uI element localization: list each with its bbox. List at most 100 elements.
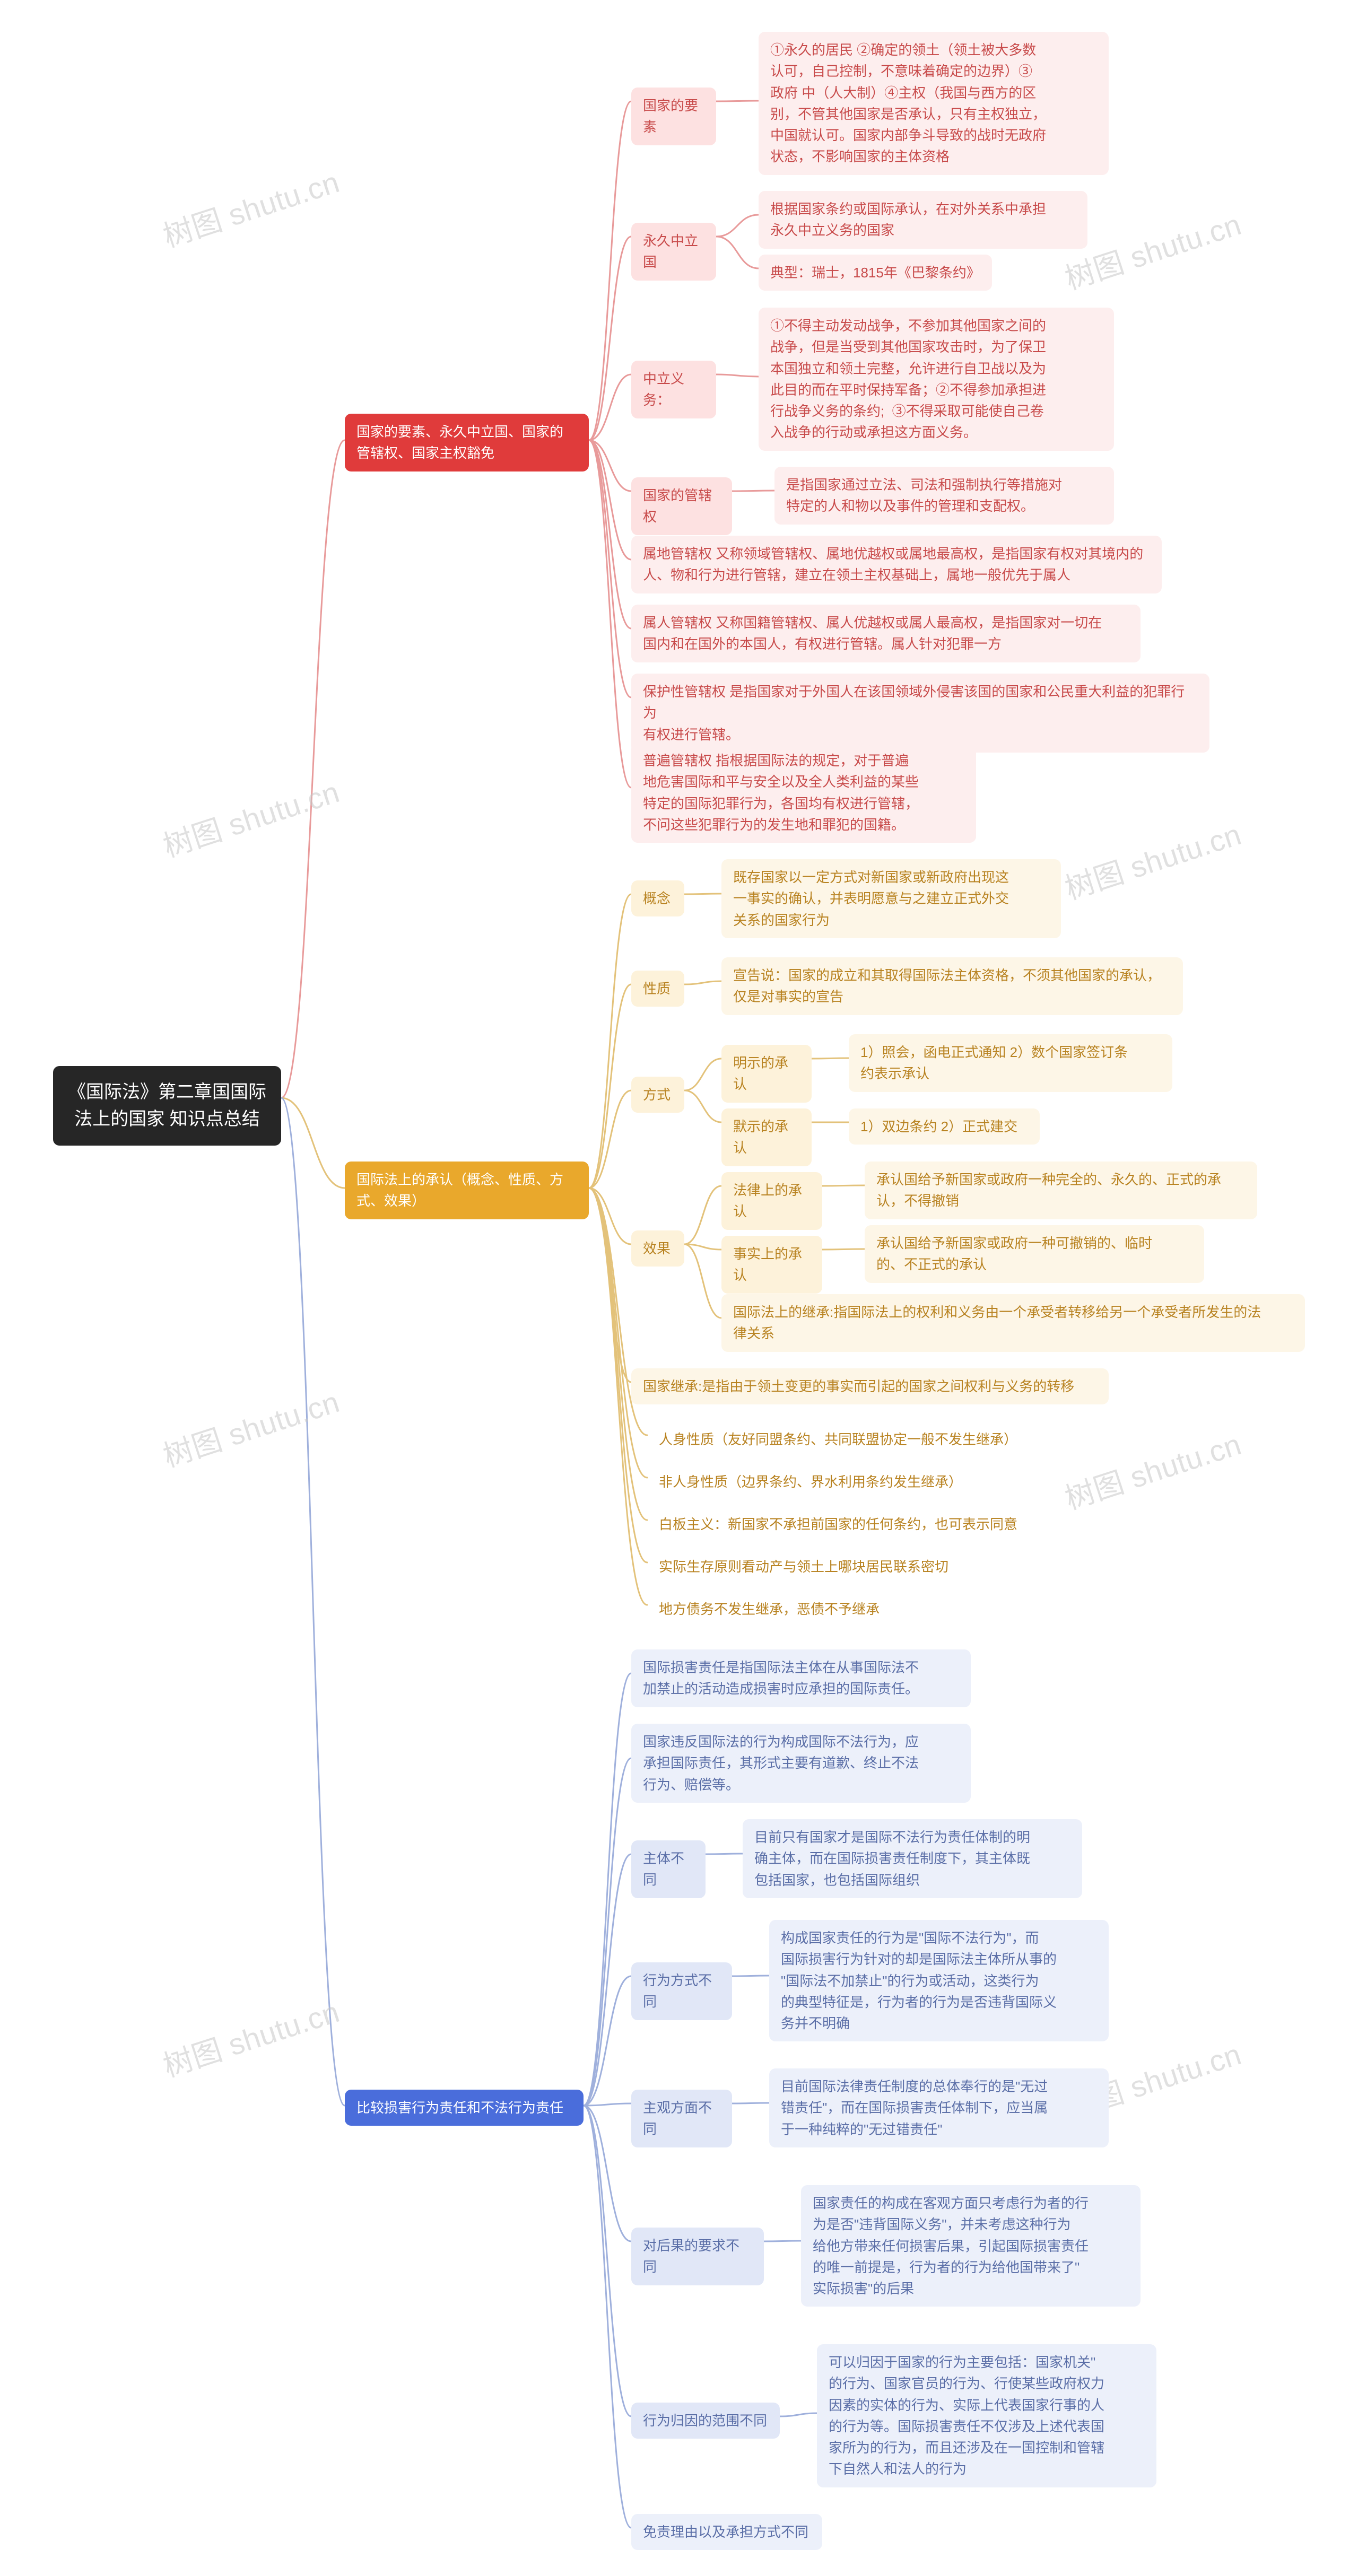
root-node[interactable]: 《国际法》第二章国国际 法上的国家 知识点总结 — [53, 1066, 281, 1146]
node-text: 非人身性质（边界条约、界水利用条约发生继承） — [659, 1474, 962, 1490]
node-B7[interactable]: 非人身性质（边界条约、界水利用条约发生继承） — [647, 1464, 987, 1500]
node-A2a[interactable]: 根据国家条约或国际承认，在对外关系中承担 永久中立义务的国家 — [759, 191, 1087, 249]
branch-text: 比较损害行为责任和不法行为责任 — [356, 2100, 563, 2116]
root-text: 《国际法》第二章国国际 法上的国家 知识点总结 — [68, 1082, 266, 1129]
node-text: 普遍管辖权 指根据国际法的规定，对于普遍 地危害国际和平与安全以及全人类利益的某… — [643, 753, 919, 833]
node-B4[interactable]: 效果 — [631, 1230, 684, 1267]
node-A4a[interactable]: 是指国家通过立法、司法和强制执行等措施对 特定的人和物以及事件的管理和支配权。 — [774, 467, 1114, 525]
node-text: 属地管辖权 又称领域管辖权、属地优越权或属地最高权，是指国家有权对其境内的 人、… — [643, 546, 1143, 583]
node-B4a1[interactable]: 承认国给予新国家或政府一种完全的、永久的、正式的承 认，不得撤销 — [865, 1162, 1257, 1219]
branch-text: 国际法上的承认（概念、性质、方 式、效果） — [356, 1172, 563, 1209]
node-B3a1[interactable]: 1）照会，函电正式通知 2）数个国家签订条 约表示承认 — [849, 1034, 1172, 1092]
node-text: ①不得主动发动战争，不参加其他国家之间的 战争，但是当受到其他国家攻击时，为了保… — [770, 318, 1046, 440]
node-B6[interactable]: ​人身性质（友好同盟条约、共同联盟协定一般不发生继承） — [647, 1421, 1040, 1457]
node-text: 属人管辖权 又称国籍管辖权、属人优越权或属人最高权，是指国家对一切在 国内和在国… — [643, 615, 1102, 652]
node-C1[interactable]: 国际损害责任是指国际法主体在从事国际法不 加禁止的活动造成损害时应承担的国际责任… — [631, 1649, 971, 1707]
node-text: 1）照会，函电正式通知 2）数个国家签订条 约表示承认 — [860, 1044, 1128, 1081]
node-B3b[interactable]: 默示的承认 — [721, 1108, 812, 1166]
node-A5[interactable]: 属地管辖权 又称领域管辖权、属地优越权或属地最高权，是指国家有权对其境内的 人、… — [631, 536, 1162, 593]
node-text: 承认国给予新国家或政府一种可撤销的、临时 的、不正式的承认 — [876, 1235, 1152, 1272]
node-A3a[interactable]: ①不得主动发动战争，不参加其他国家之间的 战争，但是当受到其他国家攻击时，为了保… — [759, 308, 1114, 451]
node-A8[interactable]: 普遍管辖权 指根据国际法的规定，对于普遍 地危害国际和平与安全以及全人类利益的某… — [631, 743, 976, 843]
node-text: ​人身性质（友好同盟条约、共同联盟协定一般不发生继承） — [659, 1431, 1017, 1447]
node-A2[interactable]: 永久中立国 — [631, 223, 716, 281]
node-B4c[interactable]: 国际法上的继承:指国际法上的权利和义务由一个承受者转移给另一个承受者所发生的法 … — [721, 1294, 1305, 1352]
node-text: 性质 — [643, 981, 671, 997]
node-text: 主体不同 — [643, 1850, 684, 1888]
node-B10[interactable]: 地方债务不发生继承，恶债不予继承 — [647, 1591, 902, 1627]
branch-C[interactable]: 比较损害行为责任和不法行为责任 — [345, 2090, 584, 2126]
node-text: 可以归因于国家的行为主要包括：国家机关" 的行为、国家官员的行为、行使某些政府权… — [829, 2354, 1104, 2477]
node-C7a[interactable]: 可以归因于国家的行为主要包括：国家机关" 的行为、国家官员的行为、行使某些政府权… — [817, 2344, 1156, 2487]
node-text: 宣告说：国家的成立和其取得国际法主体资格，不须其他国家的承认， 仅是对事实的宣告 — [733, 967, 1161, 1005]
node-text: 效果 — [643, 1241, 671, 1256]
node-C4a[interactable]: 构成国家责任的行为是"国际不法行为"，而 国际损害行为针对的却是国际法主体所从事… — [769, 1920, 1109, 2041]
node-text: 国家违反国际法的行为构成国际不法行为，应 承担国际责任，其形式主要有道歉、终止不… — [643, 1734, 919, 1793]
node-B4b[interactable]: 事实上的承认 — [721, 1236, 822, 1294]
node-B5[interactable]: 国家继承:是指由于领土变更的事实而引起的国家之间权利与义务的转移 — [631, 1368, 1109, 1404]
node-B3a[interactable]: 明示的承认 — [721, 1045, 812, 1103]
node-C5a[interactable]: 目前国际法律责任制度的总体奉行的是"无过 错责任"，而在国际损害责任体制下，应当… — [769, 2068, 1109, 2147]
node-B1[interactable]: 概念 — [631, 880, 684, 916]
node-C6a[interactable]: 国家责任的构成在客观方面只考虑行为者的行 为是否"违背国际义务"，并未考虑这种行… — [801, 2185, 1141, 2307]
node-C6[interactable]: 对后果的要求不同 — [631, 2228, 764, 2285]
node-A2b[interactable]: 典型：瑞士，1815年《巴黎条约》 — [759, 255, 992, 291]
node-text: 是指国家通过立法、司法和强制执行等措施对 特定的人和物以及事件的管理和支配权。 — [786, 477, 1062, 514]
node-text: 行为归因的范围不同 — [643, 2413, 767, 2429]
node-B2a[interactable]: 宣告说：国家的成立和其取得国际法主体资格，不须其他国家的承认， 仅是对事实的宣告 — [721, 957, 1183, 1015]
node-text: 1）双边条约 2）正式建交 — [860, 1119, 1017, 1134]
node-C2[interactable]: 国家违反国际法的行为构成国际不法行为，应 承担国际责任，其形式主要有道歉、终止不… — [631, 1724, 971, 1803]
node-text: ①永久的居民 ②确定的领土（领土被大多数 认可，自己控制，不意味着确定的边界）③… — [770, 42, 1046, 164]
node-text: 对后果的要求不同 — [643, 2238, 739, 2275]
node-B4a[interactable]: 法律上的承认 — [721, 1172, 822, 1230]
node-A7[interactable]: 保护性管辖权 是指国家对于外国人在该国领域外侵害该国的国家和公民重大利益的犯罪行… — [631, 674, 1209, 753]
node-A1a[interactable]: ①永久的居民 ②确定的领土（领土被大多数 认可，自己控制，不意味着确定的边界）③… — [759, 32, 1109, 175]
node-B4b1[interactable]: 承认国给予新国家或政府一种可撤销的、临时 的、不正式的承认 — [865, 1225, 1204, 1283]
node-text: 主观方面不同 — [643, 2100, 712, 2137]
node-text: 典型：瑞士，1815年《巴黎条约》 — [770, 265, 980, 281]
node-text: 保护性管辖权 是指国家对于外国人在该国领域外侵害该国的国家和公民重大利益的犯罪行… — [643, 684, 1185, 743]
node-text: 既存国家以一定方式对新国家或新政府出现这 一事实的确认，并表明愿意与之建立正式外… — [733, 869, 1009, 928]
node-B3[interactable]: 方式 — [631, 1077, 684, 1113]
branch-text: 国家的要素、永久中立国、国家的 管辖权、国家主权豁免 — [356, 424, 563, 461]
node-C3[interactable]: 主体不同 — [631, 1840, 706, 1898]
node-B9[interactable]: 实际生存原则看动产与领土上哪块居民联系密切 — [647, 1549, 976, 1585]
node-text: 国家的要素 — [643, 98, 698, 135]
node-text: 地方债务不发生继承，恶债不予继承 — [659, 1601, 880, 1617]
node-text: 目前只有国家才是国际不法行为责任体制的明 确主体，而在国际损害责任制度下，其主体… — [754, 1829, 1030, 1888]
node-C8[interactable]: 免责理由以及承担方式不同 — [631, 2514, 822, 2550]
node-A1[interactable]: 国家的要素 — [631, 88, 716, 145]
node-text: 国家责任的构成在客观方面只考虑行为者的行 为是否"违背国际义务"，并未考虑这种行… — [813, 2195, 1089, 2296]
node-text: 概念 — [643, 890, 671, 906]
node-B2[interactable]: 性质 — [631, 971, 684, 1007]
node-text: 根据国家条约或国际承认，在对外关系中承担 永久中立义务的国家 — [770, 201, 1046, 238]
node-text: 方式 — [643, 1087, 671, 1103]
node-B1a[interactable]: 既存国家以一定方式对新国家或新政府出现这 一事实的确认，并表明愿意与之建立正式外… — [721, 859, 1061, 938]
branch-B[interactable]: 国际法上的承认（概念、性质、方 式、效果） — [345, 1162, 589, 1219]
node-C3a[interactable]: 目前只有国家才是国际不法行为责任体制的明 确主体，而在国际损害责任制度下，其主体… — [743, 1819, 1082, 1898]
node-B3b1[interactable]: 1）双边条约 2）正式建交 — [849, 1108, 1040, 1145]
node-text: 实际生存原则看动产与领土上哪块居民联系密切 — [659, 1559, 948, 1575]
node-text: 行为方式不同 — [643, 1972, 712, 2010]
node-text: 承认国给予新国家或政府一种完全的、永久的、正式的承 认，不得撤销 — [876, 1172, 1221, 1209]
node-text: 国际损害责任是指国际法主体在从事国际法不 加禁止的活动造成损害时应承担的国际责任… — [643, 1660, 919, 1697]
node-C5[interactable]: 主观方面不同 — [631, 2090, 732, 2147]
node-text: 永久中立国 — [643, 233, 698, 270]
node-text: 明示的承认 — [733, 1055, 788, 1092]
node-text: 国际法上的继承:指国际法上的权利和义务由一个承受者转移给另一个承受者所发生的法 … — [733, 1304, 1261, 1341]
node-A4[interactable]: 国家的管辖权 — [631, 477, 732, 535]
node-B8[interactable]: 白板主义：新国家不承担前国家的任何条约，也可表示同意 — [647, 1506, 1050, 1542]
node-text: 中立义务： — [643, 371, 684, 408]
node-text: 事实上的承认 — [733, 1246, 802, 1283]
node-text: 国家继承:是指由于领土变更的事实而引起的国家之间权利与义务的转移 — [643, 1378, 1074, 1394]
node-text: 白板主义：新国家不承担前国家的任何条约，也可表示同意 — [659, 1516, 1017, 1532]
node-A6[interactable]: 属人管辖权 又称国籍管辖权、属人优越权或属人最高权，是指国家对一切在 国内和在国… — [631, 605, 1141, 662]
node-text: 构成国家责任的行为是"国际不法行为"，而 国际损害行为针对的却是国际法主体所从事… — [781, 1930, 1057, 2031]
node-A3[interactable]: 中立义务： — [631, 361, 716, 418]
node-C4[interactable]: 行为方式不同 — [631, 1962, 732, 2020]
node-text: 目前国际法律责任制度的总体奉行的是"无过 错责任"，而在国际损害责任体制下，应当… — [781, 2079, 1048, 2137]
branch-A[interactable]: 国家的要素、永久中立国、国家的 管辖权、国家主权豁免 — [345, 414, 589, 471]
node-text: 免责理由以及承担方式不同 — [643, 2524, 808, 2540]
node-text: 法律上的承认 — [733, 1182, 802, 1219]
node-C7[interactable]: 行为归因的范围不同 — [631, 2403, 780, 2439]
